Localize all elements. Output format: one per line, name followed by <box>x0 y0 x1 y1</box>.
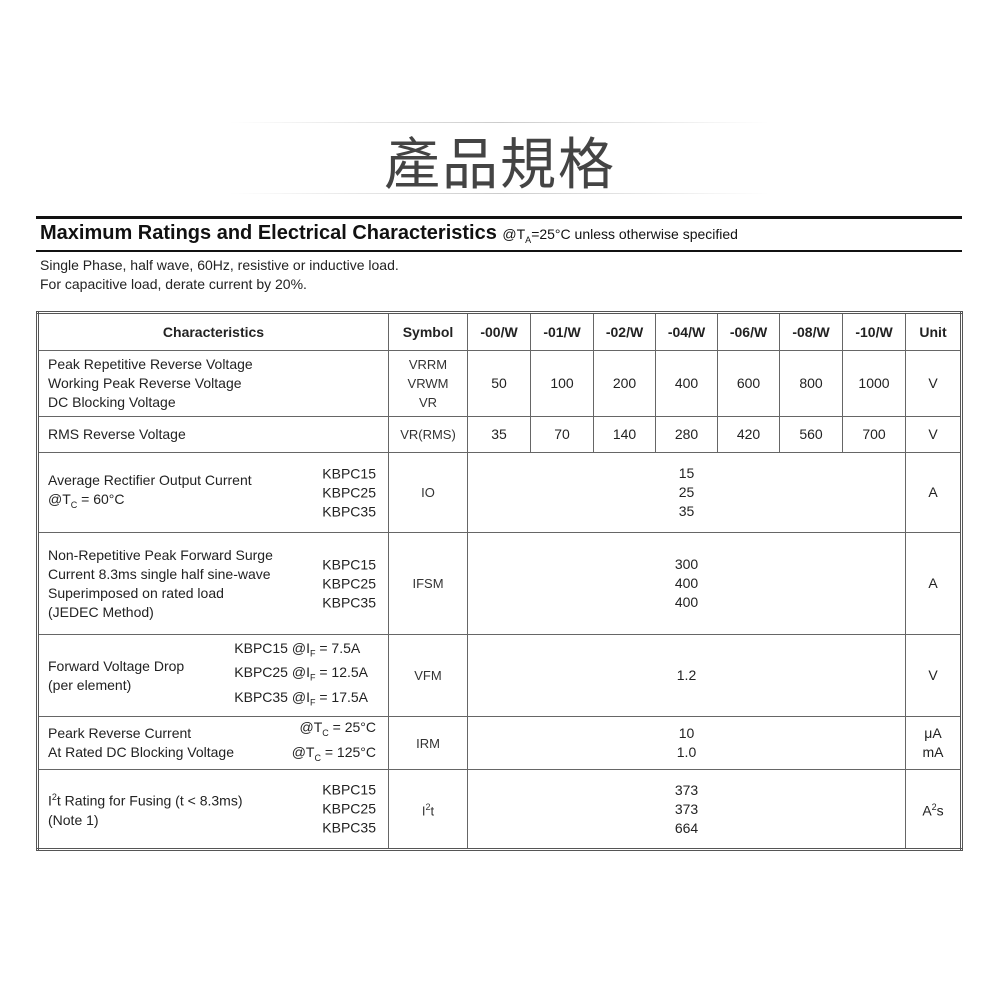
note: For capacitive load, derate current by 2… <box>40 276 307 292</box>
characteristic: Peark Reverse Current At Rated DC Blockin… <box>37 716 389 770</box>
value-cell: 70 <box>530 416 594 453</box>
value-cell: 1.2 <box>467 634 906 717</box>
value-cell: 15 25 35 <box>467 452 906 533</box>
value-cell: 35 <box>467 416 531 453</box>
characteristic: RMS Reverse Voltage <box>37 416 389 453</box>
value-cell: 50 <box>467 350 531 417</box>
models: KBPC15 KBPC25 KBPC35 <box>322 465 376 519</box>
note: Single Phase, half wave, 60Hz, resistive… <box>40 257 399 273</box>
value-cell: 140 <box>593 416 656 453</box>
characteristic: Peak Repetitive Reverse Voltage Working P… <box>37 350 389 417</box>
characteristic: Non-Repetitive Peak Forward Surge Current… <box>37 532 389 635</box>
table-row: Non-Repetitive Peak Forward Surge Current… <box>37 532 962 635</box>
page-title: 產品規格 <box>384 133 616 198</box>
symbol: VFM <box>388 634 468 717</box>
value-cell: 300 400 400 <box>467 532 906 635</box>
value-cell: 100 <box>530 350 594 417</box>
symbol: IO <box>388 452 468 533</box>
models: KBPC15 KBPC25 KBPC35 <box>322 781 376 836</box>
header-cell: -02/W <box>593 312 656 351</box>
header-cell: Unit <box>905 312 962 351</box>
value-cell: 1000 <box>842 350 906 417</box>
symbol: VRRM VRWM VR <box>388 350 468 417</box>
header-cell: Characteristics <box>37 312 389 351</box>
characteristic: Average Rectifier Output Current @TC = 60… <box>37 452 389 533</box>
header-cell: -01/W <box>530 312 594 351</box>
unit-cell: A2s <box>905 769 962 850</box>
section-heading: Maximum Ratings and Electrical Character… <box>40 222 738 245</box>
heading-text: Maximum Ratings and Electrical Character… <box>40 222 497 244</box>
table-row: Forward Voltage Drop (per element) KBPC15… <box>37 634 962 717</box>
value-cell: 600 <box>717 350 780 417</box>
header-cell: -06/W <box>717 312 780 351</box>
value-cell: 10 1.0 <box>467 716 906 770</box>
header-cell: Symbol <box>388 312 468 351</box>
table-row: I2t Rating for Fusing (t < 8.3ms) (Note 1… <box>37 769 962 850</box>
value-cell: 280 <box>655 416 718 453</box>
table-row: Peak Repetitive Reverse Voltage Working P… <box>37 350 962 417</box>
heading-condition: @TA=25°C unless otherwise specified <box>502 226 738 245</box>
symbol: IFSM <box>388 532 468 635</box>
divider <box>36 250 962 252</box>
header-cell: -08/W <box>779 312 843 351</box>
value-cell: 800 <box>779 350 843 417</box>
header-cell: -04/W <box>655 312 718 351</box>
divider <box>230 122 770 123</box>
value-cell: 420 <box>717 416 780 453</box>
unit-cell: V <box>905 350 962 417</box>
models: KBPC15 KBPC25 KBPC35 <box>322 556 376 610</box>
symbol: I2t <box>388 769 468 850</box>
table-row: RMS Reverse Voltage VR(RMS) 35 70 140 280 42… <box>37 416 962 453</box>
unit-cell: μA mA <box>905 716 962 770</box>
characteristic: I2t Rating for Fusing (t < 8.3ms) (Note 1… <box>37 769 389 850</box>
divider <box>230 193 770 194</box>
unit-cell: V <box>905 416 962 453</box>
header-cell: -10/W <box>842 312 906 351</box>
value-cell: 200 <box>593 350 656 417</box>
conditions: @TC = 25°C @TC = 125°C <box>291 719 376 763</box>
ratings-table: Characteristics Symbol -00/W -01/W -02/W -04/… <box>36 311 963 851</box>
value-cell: 560 <box>779 416 843 453</box>
value-cell: 400 <box>655 350 718 417</box>
table-row: Average Rectifier Output Current @TC = 60… <box>37 452 962 533</box>
header-row: Characteristics Symbol -00/W -01/W -02/W -04/… <box>37 312 962 351</box>
symbol: IRM <box>388 716 468 770</box>
unit-cell: V <box>905 634 962 717</box>
symbol: VR(RMS) <box>388 416 468 453</box>
characteristic: Forward Voltage Drop (per element) KBPC15… <box>37 634 389 717</box>
models: KBPC15 @IF = 7.5A KBPC25 @IF = 12.5A KBPC3… <box>234 639 368 708</box>
unit-cell: A <box>905 532 962 635</box>
value-cell: 700 <box>842 416 906 453</box>
unit-cell: A <box>905 452 962 533</box>
value-cell: 373 373 664 <box>467 769 906 850</box>
divider <box>36 216 962 219</box>
table-row: Peark Reverse Current At Rated DC Blockin… <box>37 716 962 770</box>
header-cell: -00/W <box>467 312 531 351</box>
